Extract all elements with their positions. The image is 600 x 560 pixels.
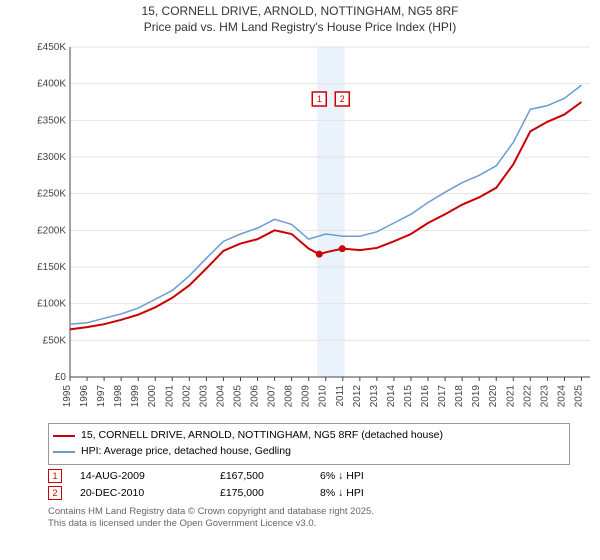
title-line-2: Price paid vs. HM Land Registry's House … bbox=[0, 20, 600, 36]
svg-text:2009: 2009 bbox=[301, 385, 312, 408]
svg-text:1997: 1997 bbox=[96, 385, 107, 408]
svg-text:2022: 2022 bbox=[522, 385, 533, 408]
annotation-date: 20-DEC-2010 bbox=[80, 487, 220, 499]
line-chart-svg: £0 £50K £100K £150K £200K £250K £300K £350K £400… bbox=[30, 37, 600, 417]
annotation-row: 2 20-DEC-2010£175,0008% ↓ HPI bbox=[48, 486, 570, 500]
svg-text:2000: 2000 bbox=[147, 385, 158, 408]
footer: Contains HM Land Registry data © Crown c… bbox=[48, 506, 570, 531]
annotation-pct: 6% ↓ HPI bbox=[320, 470, 420, 482]
svg-text:1999: 1999 bbox=[130, 385, 141, 408]
svg-text:2025: 2025 bbox=[573, 385, 584, 408]
svg-text:2008: 2008 bbox=[284, 385, 295, 408]
chart-title-block: 15, CORNELL DRIVE, ARNOLD, NOTTINGHAM, N… bbox=[0, 0, 600, 37]
svg-text:1996: 1996 bbox=[79, 385, 90, 408]
svg-text:2004: 2004 bbox=[215, 385, 226, 408]
chart-area: £0 £50K £100K £150K £200K £250K £300K £350K £400… bbox=[30, 37, 600, 417]
legend-row: 15, CORNELL DRIVE, ARNOLD, NOTTINGHAM, N… bbox=[53, 428, 565, 444]
legend-row: HPI: Average price, detached house, Gedl… bbox=[53, 444, 565, 460]
svg-text:1: 1 bbox=[317, 94, 322, 104]
svg-text:2020: 2020 bbox=[488, 385, 499, 408]
footer-line-2: This data is licensed under the Open Gov… bbox=[48, 518, 570, 530]
svg-text:2019: 2019 bbox=[471, 385, 482, 408]
annotation-marker: 1 bbox=[48, 469, 62, 483]
svg-text:£350K: £350K bbox=[37, 116, 66, 127]
legend: 15, CORNELL DRIVE, ARNOLD, NOTTINGHAM, N… bbox=[48, 423, 570, 465]
svg-text:2018: 2018 bbox=[454, 385, 465, 408]
svg-text:2: 2 bbox=[340, 94, 345, 104]
svg-text:£50K: £50K bbox=[43, 336, 67, 347]
annotation-price: £167,500 bbox=[220, 470, 320, 482]
svg-text:2015: 2015 bbox=[403, 385, 414, 408]
svg-text:2002: 2002 bbox=[181, 385, 192, 408]
annotation-pct: 8% ↓ HPI bbox=[320, 487, 420, 499]
svg-text:£250K: £250K bbox=[37, 189, 66, 200]
svg-text:1998: 1998 bbox=[113, 385, 124, 408]
svg-text:2005: 2005 bbox=[232, 385, 243, 408]
svg-text:2021: 2021 bbox=[505, 385, 516, 408]
annotation-price: £175,000 bbox=[220, 487, 320, 499]
svg-text:2024: 2024 bbox=[556, 385, 567, 408]
annotation-marker: 2 bbox=[48, 486, 62, 500]
svg-text:2003: 2003 bbox=[198, 385, 209, 408]
svg-text:£400K: £400K bbox=[37, 79, 66, 90]
svg-text:2006: 2006 bbox=[250, 385, 261, 408]
svg-text:2017: 2017 bbox=[437, 385, 448, 408]
svg-text:£100K: £100K bbox=[37, 299, 66, 310]
title-line-1: 15, CORNELL DRIVE, ARNOLD, NOTTINGHAM, N… bbox=[0, 4, 600, 20]
svg-text:2007: 2007 bbox=[267, 385, 278, 408]
svg-text:£200K: £200K bbox=[37, 226, 66, 237]
svg-text:£0: £0 bbox=[55, 372, 67, 383]
svg-text:2023: 2023 bbox=[539, 385, 550, 408]
annotation-row: 1 14-AUG-2009£167,5006% ↓ HPI bbox=[48, 469, 570, 483]
legend-swatch bbox=[53, 435, 75, 437]
annotation-table: 1 14-AUG-2009£167,5006% ↓ HPI 2 20-DEC-2010… bbox=[48, 469, 570, 500]
svg-text:£150K: £150K bbox=[37, 262, 66, 273]
svg-text:2013: 2013 bbox=[369, 385, 380, 408]
legend-label: 15, CORNELL DRIVE, ARNOLD, NOTTINGHAM, N… bbox=[81, 428, 443, 444]
svg-text:1995: 1995 bbox=[62, 385, 73, 408]
svg-text:2001: 2001 bbox=[164, 385, 175, 408]
annotation-date: 14-AUG-2009 bbox=[80, 470, 220, 482]
legend-label: HPI: Average price, detached house, Gedl… bbox=[81, 444, 291, 460]
svg-text:2010: 2010 bbox=[318, 385, 329, 408]
legend-swatch bbox=[53, 451, 75, 453]
svg-text:2012: 2012 bbox=[352, 385, 363, 408]
svg-text:2011: 2011 bbox=[335, 385, 346, 407]
footer-line-1: Contains HM Land Registry data © Crown c… bbox=[48, 506, 570, 518]
svg-text:2014: 2014 bbox=[386, 385, 397, 408]
svg-text:£450K: £450K bbox=[37, 42, 66, 53]
svg-text:£300K: £300K bbox=[37, 152, 66, 163]
svg-text:2016: 2016 bbox=[420, 385, 431, 408]
